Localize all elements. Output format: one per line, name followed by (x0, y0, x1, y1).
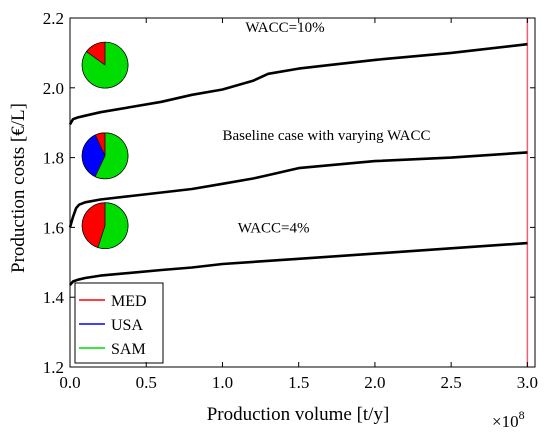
legend: MED USA SAM (74, 282, 164, 364)
series-line-1 (68, 151, 528, 228)
series-line-0 (68, 42, 528, 126)
x-tick-label-1: 0.5 (136, 373, 157, 392)
legend-label-med: MED (111, 293, 147, 310)
y-tick-label-3: 1.8 (43, 149, 64, 168)
pie-chart-1 (81, 132, 129, 180)
series-annotation-0: WACC=10% (245, 20, 324, 36)
pie-chart-0 (81, 41, 129, 89)
y-tick-label-1: 1.4 (43, 288, 65, 307)
pie-chart-2 (81, 202, 129, 249)
y-tick-label-4: 2.0 (43, 79, 64, 98)
axis-labels: Production volume [t/y] Production costs… (8, 103, 525, 431)
x-axis-label: Production volume [t/y] (207, 404, 390, 425)
x-tick-label-4: 2.0 (364, 373, 385, 392)
y-tick-label-2: 1.6 (43, 218, 64, 237)
series-line-2 (69, 241, 528, 286)
series-annotation-2: WACC=4% (238, 221, 310, 237)
pie-2-outline (81, 202, 129, 249)
x-tick-label-5: 2.5 (441, 373, 462, 392)
axes: 0.0 0.5 1.0 1.5 2.0 2.5 3.0 1.2 1.4 1.6 1.8 2.0 2.2 (43, 9, 538, 392)
y-tick-label-5: 2.2 (43, 9, 64, 28)
series-annotation-1: Baseline case with varying WACC (222, 128, 430, 144)
plot-frame (69, 17, 536, 368)
legend-box (74, 282, 164, 364)
x-tick-label-6: 3.0 (517, 373, 538, 392)
x-tick-label-0: 0.0 (59, 373, 80, 392)
x-axis-multiplier: ×108 (492, 408, 525, 431)
y-axis-label: Production costs [€/L] (8, 103, 29, 273)
plot-area: WACC=10% Baseline case with varying WACC W… (68, 18, 529, 367)
x-tick-label-3: 1.5 (288, 373, 309, 392)
y-tick-label-0: 1.2 (43, 358, 64, 377)
legend-label-sam: SAM (111, 341, 146, 358)
pie-0-outline (81, 41, 129, 89)
legend-label-usa: USA (111, 317, 143, 334)
x-tick-label-2: 1.0 (212, 373, 233, 392)
pie-1-outline (81, 132, 129, 180)
